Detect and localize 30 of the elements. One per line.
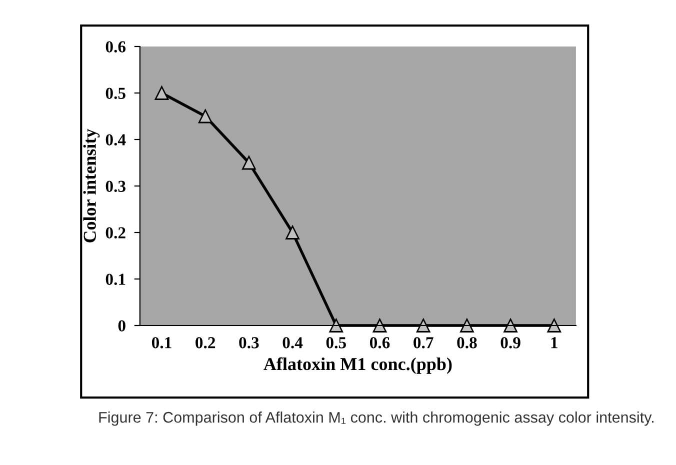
x-tick-label: 0.8: [457, 337, 477, 348]
x-tick-label: 1: [551, 337, 558, 348]
caption: Figure 7: Comparison of Aflatoxin M₁ conc. with chromogenic assay color intensity.: [99, 412, 654, 426]
point: [242, 156, 256, 170]
y-tick-label: 0.5: [106, 88, 126, 100]
x-tick-label: 0.4: [282, 337, 303, 348]
point: [286, 226, 300, 240]
point: [416, 318, 430, 332]
point: [329, 318, 344, 332]
x-tick-label: 0.6: [370, 337, 390, 348]
point: [504, 318, 518, 332]
x-tick-label: 0.9: [500, 337, 520, 348]
y-tick-label: 0.2: [106, 227, 126, 239]
x-tick-label: 0.5: [326, 337, 346, 348]
point: [460, 318, 474, 332]
x-tick-label: 0.3: [239, 337, 259, 348]
x-tick-label: 0.2: [196, 337, 216, 348]
y-tick-label: 0.6: [106, 41, 126, 53]
y-tick-label: 0: [118, 320, 126, 332]
x-axis-title: Aflatoxin M1 conc.(ppb): [264, 357, 452, 374]
point: [154, 86, 169, 100]
y-tick-label: 0.3: [106, 180, 126, 192]
y-tick-label: 0.4: [106, 134, 126, 146]
point: [372, 318, 387, 332]
x-tick-label: 0.7: [414, 337, 434, 348]
point: [547, 318, 562, 332]
x-tick-label: 0.1: [152, 337, 172, 348]
y-axis-title: Color intensity: [83, 128, 100, 242]
point: [198, 109, 212, 124]
y-tick-label: 0.1: [106, 274, 126, 286]
